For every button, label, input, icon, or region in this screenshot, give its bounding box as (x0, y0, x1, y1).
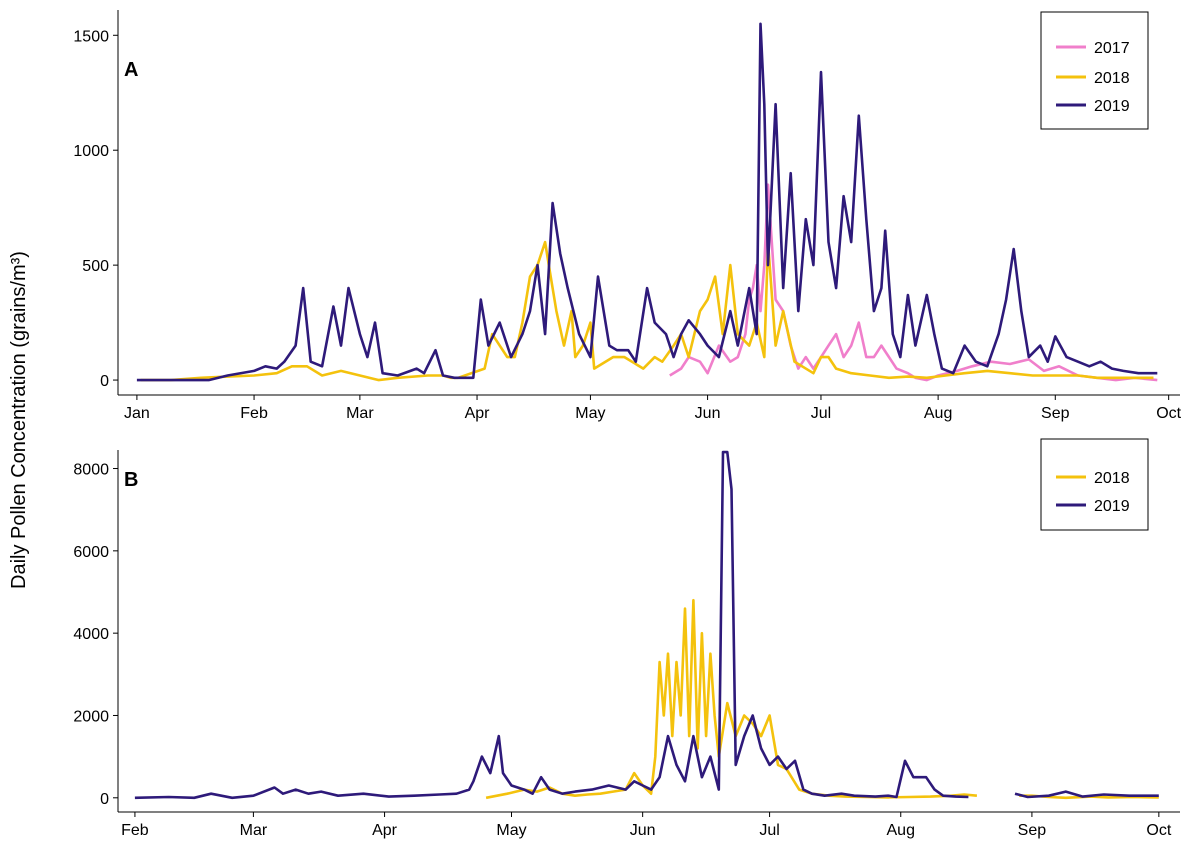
panel-a-chart: A 0 500 1000 1500 Jan Feb Mar Apr May Jun Jul Aug Se… (73, 10, 1182, 422)
x-tick-label: Jul (759, 822, 779, 839)
panel-b-legend-box (1040, 438, 1149, 531)
legend-b-2019-label: 2019 (1094, 498, 1130, 515)
y-tick-label: 2000 (73, 708, 109, 725)
x-tick-label: May (496, 822, 526, 839)
y-tick-label: 6000 (73, 544, 109, 561)
x-tick-label: Feb (121, 822, 149, 839)
panel-b-series-group (134, 450, 1159, 800)
x-tick-label: Feb (240, 405, 268, 422)
x-tick-label: Jul (811, 405, 831, 422)
x-tick-label: Sep (1041, 405, 1070, 422)
legend-a-2018-label: 2018 (1094, 70, 1130, 87)
y-tick-label: 0 (100, 373, 109, 390)
panel-a-letter: A (124, 59, 138, 81)
panel-a-legend: 2017 2018 2019 (1040, 11, 1149, 130)
y-axis-label: Daily Pollen Concentration (grains/m³) (8, 251, 30, 589)
x-tick-label: Aug (924, 405, 952, 422)
panel-a-axes: 0 500 1000 1500 Jan Feb Mar Apr May Jun Jul Aug Sep O… (73, 10, 1182, 422)
x-tick-label: Mar (346, 405, 374, 422)
panel-a-series-group (136, 22, 1158, 382)
y-tick-label: 1000 (73, 143, 109, 160)
x-tick-label: Jun (695, 405, 721, 422)
series-2019-line-part-1 (134, 450, 969, 800)
x-tick-label: Jun (630, 822, 656, 839)
y-tick-label: 4000 (73, 626, 109, 643)
x-tick-label: Apr (465, 405, 491, 422)
panel-b-chart: B 0 2000 4000 6000 8000 Feb Mar Apr May Jun Jul Aug… (73, 438, 1180, 839)
series-2019-line (136, 22, 1158, 382)
x-tick-label: Oct (1156, 405, 1181, 422)
y-tick-label: 8000 (73, 462, 109, 479)
y-tick-label: 500 (82, 258, 109, 275)
legend-a-2019-label: 2019 (1094, 98, 1130, 115)
panel-a-legend-box (1040, 11, 1149, 130)
x-tick-label: Jan (124, 405, 150, 422)
x-tick-label: Oct (1146, 822, 1171, 839)
x-tick-label: Aug (887, 822, 915, 839)
x-tick-label: Sep (1018, 822, 1047, 839)
x-tick-label: May (575, 405, 605, 422)
legend-b-2018-label: 2018 (1094, 470, 1130, 487)
series-2019-line-part-2 (1014, 790, 1159, 799)
series-2018-line (140, 240, 1154, 382)
y-tick-label: 1500 (73, 28, 109, 45)
x-tick-label: Mar (240, 822, 268, 839)
panel-b-axes: 0 2000 4000 6000 8000 Feb Mar Apr May Jun Jul Aug Se… (73, 450, 1180, 839)
series-2017-line (669, 183, 1158, 382)
y-tick-label: 0 (100, 791, 109, 808)
panel-b-letter: B (124, 469, 138, 491)
panel-b-legend: 2018 2019 (1040, 438, 1149, 531)
legend-a-2017-label: 2017 (1094, 40, 1130, 57)
x-tick-label: Apr (372, 822, 398, 839)
